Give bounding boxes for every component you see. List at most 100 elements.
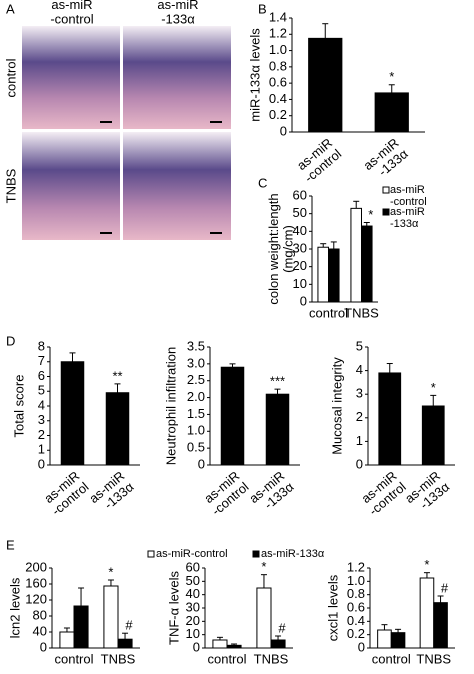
y-tick-label: 0.4 — [269, 91, 287, 106]
bar — [328, 248, 340, 303]
y-tick-label: 1 — [356, 433, 363, 448]
annotation: # — [278, 620, 286, 635]
y-tick-label: 0.5 — [187, 440, 205, 455]
y-tick-label: 4 — [356, 362, 363, 377]
x-tick-label: control — [54, 651, 93, 666]
y-tick-label: 1.5 — [187, 406, 205, 421]
y-tick-label: 1.0 — [269, 42, 287, 57]
y-tick-label: 0 — [300, 293, 307, 308]
annotation: # — [125, 618, 133, 633]
y-tick-label: 5 — [356, 338, 363, 353]
panel-letter: E — [6, 537, 15, 552]
panel-letter: A — [6, 1, 15, 16]
y-tick-label: 80 — [33, 607, 47, 622]
y-tick-label: 50 — [186, 573, 200, 588]
y-tick-label: 200 — [25, 559, 47, 574]
bar — [433, 602, 448, 649]
x-tick-label: TNBS — [254, 651, 289, 666]
y-axis-label: Neutrophil infiltration — [163, 347, 178, 466]
y-tick-label: 2.5 — [187, 372, 205, 387]
legend-swatch — [382, 186, 390, 194]
y-tick-label: 10 — [293, 276, 307, 291]
legend-swatch — [382, 208, 390, 216]
y-tick-label: 7 — [38, 353, 45, 368]
y-axis-label: lcn2 levels — [7, 577, 22, 638]
y-tick-label: 6 — [38, 368, 45, 383]
annotation: * — [108, 564, 113, 579]
y-tick-label: 1.2 — [269, 26, 287, 41]
x-tick-label: control — [309, 305, 348, 320]
y-axis-label: miR-133α levels — [247, 28, 262, 122]
legend-label: as-miR-control — [156, 548, 228, 560]
y-tick-label: 0 — [356, 456, 363, 471]
x-tick-label: as-miR-133α — [86, 468, 137, 517]
bar — [256, 587, 272, 649]
bar — [377, 629, 392, 649]
panel-letter: B — [258, 1, 267, 16]
y-tick-label: 60 — [293, 187, 307, 202]
image — [22, 26, 120, 129]
annotation: # — [441, 580, 449, 595]
y-tick-label: 0 — [193, 639, 200, 654]
y-tick-label: 40 — [33, 623, 47, 638]
bar — [419, 577, 435, 649]
y-tick-label: 10 — [186, 626, 200, 641]
y-tick-label: 3.5 — [187, 338, 205, 353]
y-tick-label: 3 — [38, 412, 45, 427]
y-tick-label: 5 — [38, 383, 45, 398]
annotation: * — [389, 69, 394, 84]
column-label: as-miR -133α — [157, 0, 198, 27]
y-tick-label: 4 — [38, 397, 45, 412]
histology-images — [22, 26, 231, 240]
bar — [378, 372, 402, 466]
y-tick-label: 30 — [293, 240, 307, 255]
annotation: * — [261, 559, 266, 574]
legend-label: as-miR-133α — [261, 548, 325, 560]
y-axis-label: colon weight:length(mg/cm) — [266, 193, 295, 304]
y-tick-label: 40 — [293, 223, 307, 238]
bar — [73, 605, 89, 649]
y-tick-label: 0.8 — [269, 58, 287, 73]
annotation: * — [368, 207, 373, 222]
x-tick-label: as-miR-control — [40, 468, 92, 518]
y-tick-label: 20 — [186, 613, 200, 628]
y-tick-label: 30 — [186, 599, 200, 614]
bar — [265, 393, 290, 466]
bar — [212, 639, 228, 649]
y-tick-label: 0.2 — [347, 626, 365, 641]
x-tick-label: as-miR-133α — [246, 468, 297, 517]
x-tick-label: control — [372, 651, 411, 666]
y-axis-label: Mucosal integrity — [329, 357, 344, 455]
panel-letter: D — [6, 333, 15, 348]
y-tick-label: 2 — [38, 427, 45, 442]
annotation: ** — [112, 368, 122, 383]
x-tick-label: TNBS — [101, 651, 136, 666]
bar — [60, 361, 85, 466]
panel-letter: C — [258, 175, 267, 190]
bar — [374, 92, 409, 133]
bar — [421, 405, 445, 466]
y-tick-label: 50 — [293, 205, 307, 220]
annotation: *** — [270, 374, 285, 389]
y-tick-label: 0.2 — [269, 107, 287, 122]
y-tick-label: 0 — [280, 123, 287, 138]
y-tick-label: 20 — [293, 258, 307, 273]
x-tick-label: TNBS — [344, 305, 379, 320]
image — [123, 132, 231, 240]
bar — [270, 639, 286, 649]
x-tick-label: control — [207, 651, 246, 666]
bar — [117, 638, 133, 649]
legend-swatch — [252, 550, 260, 558]
column-label: as-miR -control — [50, 0, 93, 27]
y-tick-label: 160 — [25, 575, 47, 590]
bar — [59, 631, 75, 649]
y-tick-label: 3 — [356, 386, 363, 401]
y-tick-label: 0.6 — [347, 599, 365, 614]
y-tick-label: 0 — [40, 639, 47, 654]
bar — [317, 246, 330, 303]
x-tick-label: as-miR-133α — [402, 468, 453, 517]
y-tick-label: 0.4 — [347, 613, 365, 628]
x-tick-label: as-miR-133α — [361, 135, 412, 184]
y-axis-label: TNF-α levels — [166, 571, 181, 645]
